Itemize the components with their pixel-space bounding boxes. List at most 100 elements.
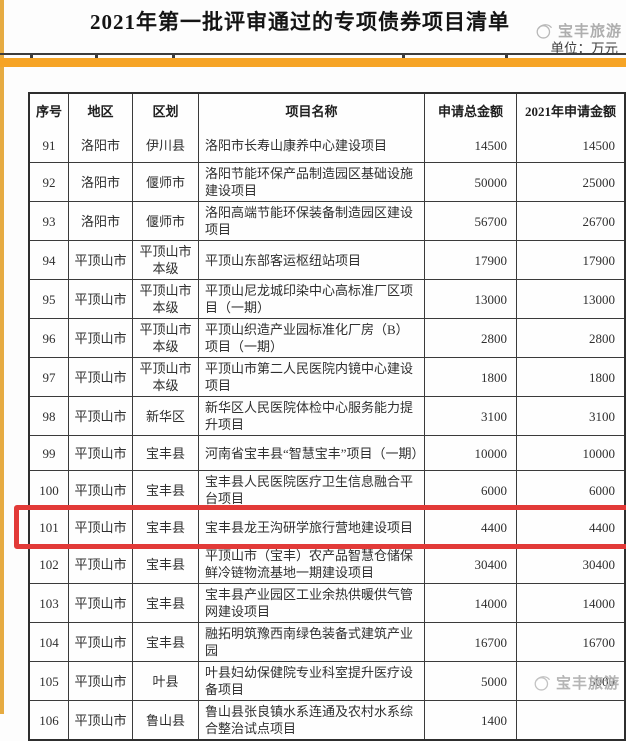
cell-no: 104 bbox=[39, 634, 59, 650]
table-row: 104 平顶山市 宝丰县 融拓明筑豫西南绿色装备式建筑产业园 16700 167… bbox=[30, 622, 624, 661]
cell-no: 93 bbox=[42, 213, 56, 229]
cell-total-amount: 56700 bbox=[424, 202, 516, 240]
cell-2021-amount: 14000 bbox=[516, 584, 624, 622]
table-row: 92 洛阳市 偃师市 洛阳节能环保产品制造园区基础设施建设项目 50000 25… bbox=[30, 162, 624, 201]
cell-project-name: 宝丰县产业园区工业余热供暖供气管网建设项目 bbox=[198, 584, 424, 622]
cell-total-amount: 30400 bbox=[424, 545, 516, 583]
cell-project-name: 平顶山市（宝丰）农产品智慧仓储保鲜冷链物流基地一期建设项目 bbox=[198, 545, 424, 583]
cell-region: 洛阳市 bbox=[68, 163, 132, 201]
rule-tick bbox=[95, 55, 98, 60]
cell-district: 偃师市 bbox=[132, 163, 198, 201]
cell-district: 平顶山市本级 bbox=[132, 280, 198, 318]
cell-total-amount: 17900 bbox=[424, 241, 516, 279]
cell-project-name: 融拓明筑豫西南绿色装备式建筑产业园 bbox=[198, 623, 424, 661]
cell-no: 100 bbox=[39, 482, 59, 498]
cell-2021-amount: 14500 bbox=[516, 128, 624, 162]
cell-total-amount: 10000 bbox=[424, 436, 516, 470]
cell-2021-amount: 25000 bbox=[516, 163, 624, 201]
cell-region: 平顶山市 bbox=[68, 319, 132, 357]
rule-tick bbox=[172, 55, 175, 60]
cell-2021-amount: 3100 bbox=[516, 397, 624, 435]
cell-region: 平顶山市 bbox=[68, 471, 132, 509]
left-accent-stripe bbox=[0, 0, 4, 714]
cell-no: 91 bbox=[42, 137, 56, 153]
cell-district: 偃师市 bbox=[132, 202, 198, 240]
cell-total-amount: 13000 bbox=[424, 280, 516, 318]
col-header-region: 地区 bbox=[68, 94, 132, 128]
cell-district: 鲁山县 bbox=[132, 701, 198, 739]
cell-total-amount: 2800 bbox=[424, 319, 516, 357]
watermark-label: 宝丰旅游 bbox=[557, 24, 622, 40]
table-row: 101 平顶山市 宝丰县 宝丰县龙王沟研学旅行营地建设项目 4400 4400 bbox=[14, 505, 626, 549]
cell-no: 106 bbox=[39, 712, 59, 728]
cell-project-name: 平顶山织造产业园标准化厂房（B）项目（一期） bbox=[198, 319, 424, 357]
cell-no: 97 bbox=[42, 369, 56, 385]
cell-total-amount: 4400 bbox=[424, 510, 516, 544]
cell-total-amount: 50000 bbox=[424, 163, 516, 201]
cell-2021-amount: 10000 bbox=[516, 436, 624, 470]
cell-2021-amount: 13000 bbox=[516, 280, 624, 318]
cell-district: 叶县 bbox=[132, 662, 198, 700]
cell-2021-amount: 30400 bbox=[516, 545, 624, 583]
cell-2021-amount: 16700 bbox=[516, 623, 624, 661]
rule-tick bbox=[505, 55, 508, 60]
cell-region: 平顶山市 bbox=[68, 397, 132, 435]
rule-tick bbox=[30, 55, 33, 60]
cell-project-name: 鲁山县张良镇水系连通及农村水系综合整治试点项目 bbox=[198, 701, 424, 739]
page-title: 2021年第一批评审通过的专项债券项目清单 bbox=[90, 10, 510, 34]
cell-total-amount: 14000 bbox=[424, 584, 516, 622]
cell-district: 宝丰县 bbox=[132, 436, 198, 470]
cell-district: 伊川县 bbox=[132, 128, 198, 162]
cell-district: 平顶山市本级 bbox=[132, 241, 198, 279]
table-header-row: 序号 地区 区划 项目名称 申请总金额 2021年申请金额 bbox=[30, 94, 624, 128]
table-row: 106 平顶山市 鲁山县 鲁山县张良镇水系连通及农村水系综合整治试点项目 140… bbox=[30, 700, 624, 739]
baofeng-logo-icon bbox=[535, 22, 555, 40]
col-header-amount: 2021年申请金额 bbox=[516, 94, 624, 128]
cell-project-name: 洛阳市长寿山康养中心建设项目 bbox=[198, 128, 424, 162]
cell-project-name: 宝丰县人民医院医疗卫生信息融合平台项目 bbox=[198, 471, 424, 509]
cell-2021-amount: 2800 bbox=[516, 319, 624, 357]
cell-no: 98 bbox=[42, 408, 56, 424]
cell-region: 平顶山市 bbox=[68, 584, 132, 622]
table-row: 95 平顶山市 平顶山市本级 平顶山尼龙城印染中心高标准厂区项目（一期） 130… bbox=[30, 279, 624, 318]
cell-total-amount: 3100 bbox=[424, 397, 516, 435]
table-body: 91 洛阳市 伊川县 洛阳市长寿山康养中心建设项目 14500 14500 92… bbox=[14, 128, 626, 739]
cell-district: 新华区 bbox=[132, 397, 198, 435]
cell-total-amount: 1800 bbox=[424, 358, 516, 396]
cell-region: 平顶山市 bbox=[68, 662, 132, 700]
col-header-no: 序号 bbox=[35, 103, 62, 119]
cell-no: 101 bbox=[39, 519, 59, 535]
cell-region: 平顶山市 bbox=[68, 510, 132, 544]
cell-region: 洛阳市 bbox=[68, 128, 132, 162]
table-row: 91 洛阳市 伊川县 洛阳市长寿山康养中心建设项目 14500 14500 bbox=[30, 128, 624, 162]
projects-table: 序号 地区 区划 项目名称 申请总金额 2021年申请金额 91 洛阳市 伊川县… bbox=[14, 92, 626, 741]
cell-project-name: 宝丰县龙王沟研学旅行营地建设项目 bbox=[198, 510, 424, 544]
cell-region: 平顶山市 bbox=[68, 436, 132, 470]
table-row: 97 平顶山市 平顶山市本级 平顶山市第二人民医院内镜中心建设项目 1800 1… bbox=[30, 357, 624, 396]
rule-tick bbox=[402, 55, 405, 60]
cell-region: 平顶山市 bbox=[68, 280, 132, 318]
table-row: 103 平顶山市 宝丰县 宝丰县产业园区工业余热供暖供气管网建设项目 14000… bbox=[30, 583, 624, 622]
cell-no: 102 bbox=[39, 556, 59, 572]
table-row: 93 洛阳市 偃师市 洛阳高端节能环保装备制造园区建设项目 56700 2670… bbox=[30, 201, 624, 240]
cell-no: 99 bbox=[42, 445, 56, 461]
cell-total-amount: 16700 bbox=[424, 623, 516, 661]
cell-2021-amount: 6000 bbox=[516, 471, 624, 509]
table-row: 100 平顶山市 宝丰县 宝丰县人民医院医疗卫生信息融合平台项目 6000 60… bbox=[30, 470, 624, 509]
unit-label: 单位：万元 bbox=[550, 41, 619, 56]
cell-total-amount: 6000 bbox=[424, 471, 516, 509]
cell-total-amount: 14500 bbox=[424, 128, 516, 162]
cell-region: 平顶山市 bbox=[68, 623, 132, 661]
cell-region: 平顶山市 bbox=[68, 545, 132, 583]
cell-project-name: 新华区人民医院体检中心服务能力提升项目 bbox=[198, 397, 424, 435]
cell-project-name: 洛阳节能环保产品制造园区基础设施建设项目 bbox=[198, 163, 424, 201]
col-header-district: 区划 bbox=[132, 94, 198, 128]
cell-total-amount: 1400 bbox=[424, 701, 516, 739]
table-row: 94 平顶山市 平顶山市本级 平顶山东部客运枢纽站项目 17900 17900 bbox=[30, 240, 624, 279]
cell-no: 94 bbox=[42, 252, 56, 268]
cell-district: 宝丰县 bbox=[132, 510, 198, 544]
cell-no: 105 bbox=[39, 673, 59, 689]
cell-no: 92 bbox=[42, 174, 56, 190]
watermark-top: 宝丰旅游 bbox=[535, 20, 622, 41]
table-row: 99 平顶山市 宝丰县 河南省宝丰县“智慧宝丰”项目（一期） 10000 100… bbox=[30, 435, 624, 470]
